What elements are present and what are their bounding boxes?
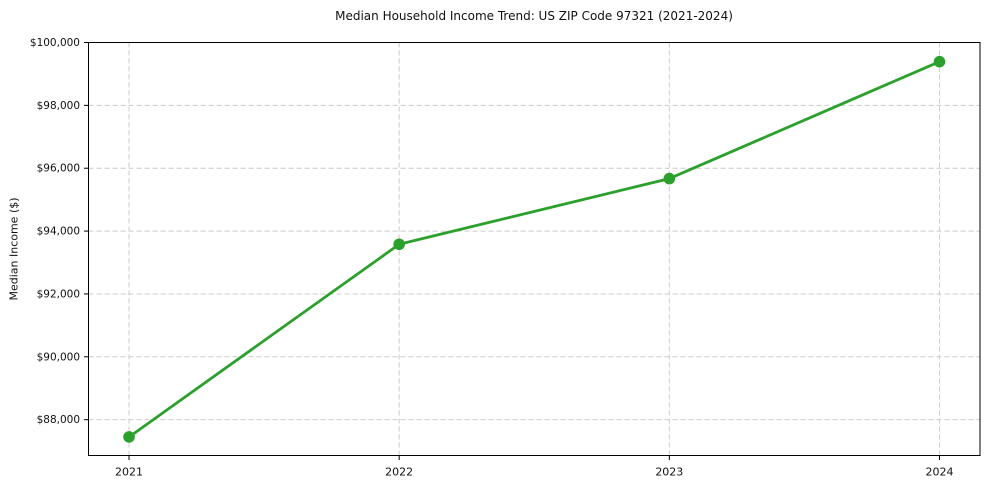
x-tick-label: 2022 — [385, 466, 413, 479]
y-tick-label: $90,000 — [37, 351, 80, 363]
y-axis-label: Median Income ($) — [7, 197, 21, 301]
data-point-2022 — [393, 238, 405, 251]
x-tick-label: 2023 — [655, 466, 683, 479]
y-tick-label: $96,000 — [37, 163, 80, 175]
trend-line — [127, 60, 941, 439]
y-tick-label: $94,000 — [37, 226, 80, 238]
y-tick-label: $100,000 — [30, 37, 80, 49]
y-tick-label: $92,000 — [37, 288, 80, 300]
x-tick-label: 2024 — [925, 466, 953, 479]
data-point-2021 — [123, 431, 135, 443]
chart-title: Median Household Income Trend: US ZIP Co… — [335, 9, 733, 23]
x-tick-label: 2021 — [115, 466, 143, 479]
y-tick-label: $98,000 — [37, 100, 80, 112]
y-tick-label: $88,000 — [37, 414, 80, 426]
data-point-2023 — [663, 172, 676, 185]
plot-border — [88, 42, 981, 456]
data-point-2024 — [933, 55, 946, 68]
